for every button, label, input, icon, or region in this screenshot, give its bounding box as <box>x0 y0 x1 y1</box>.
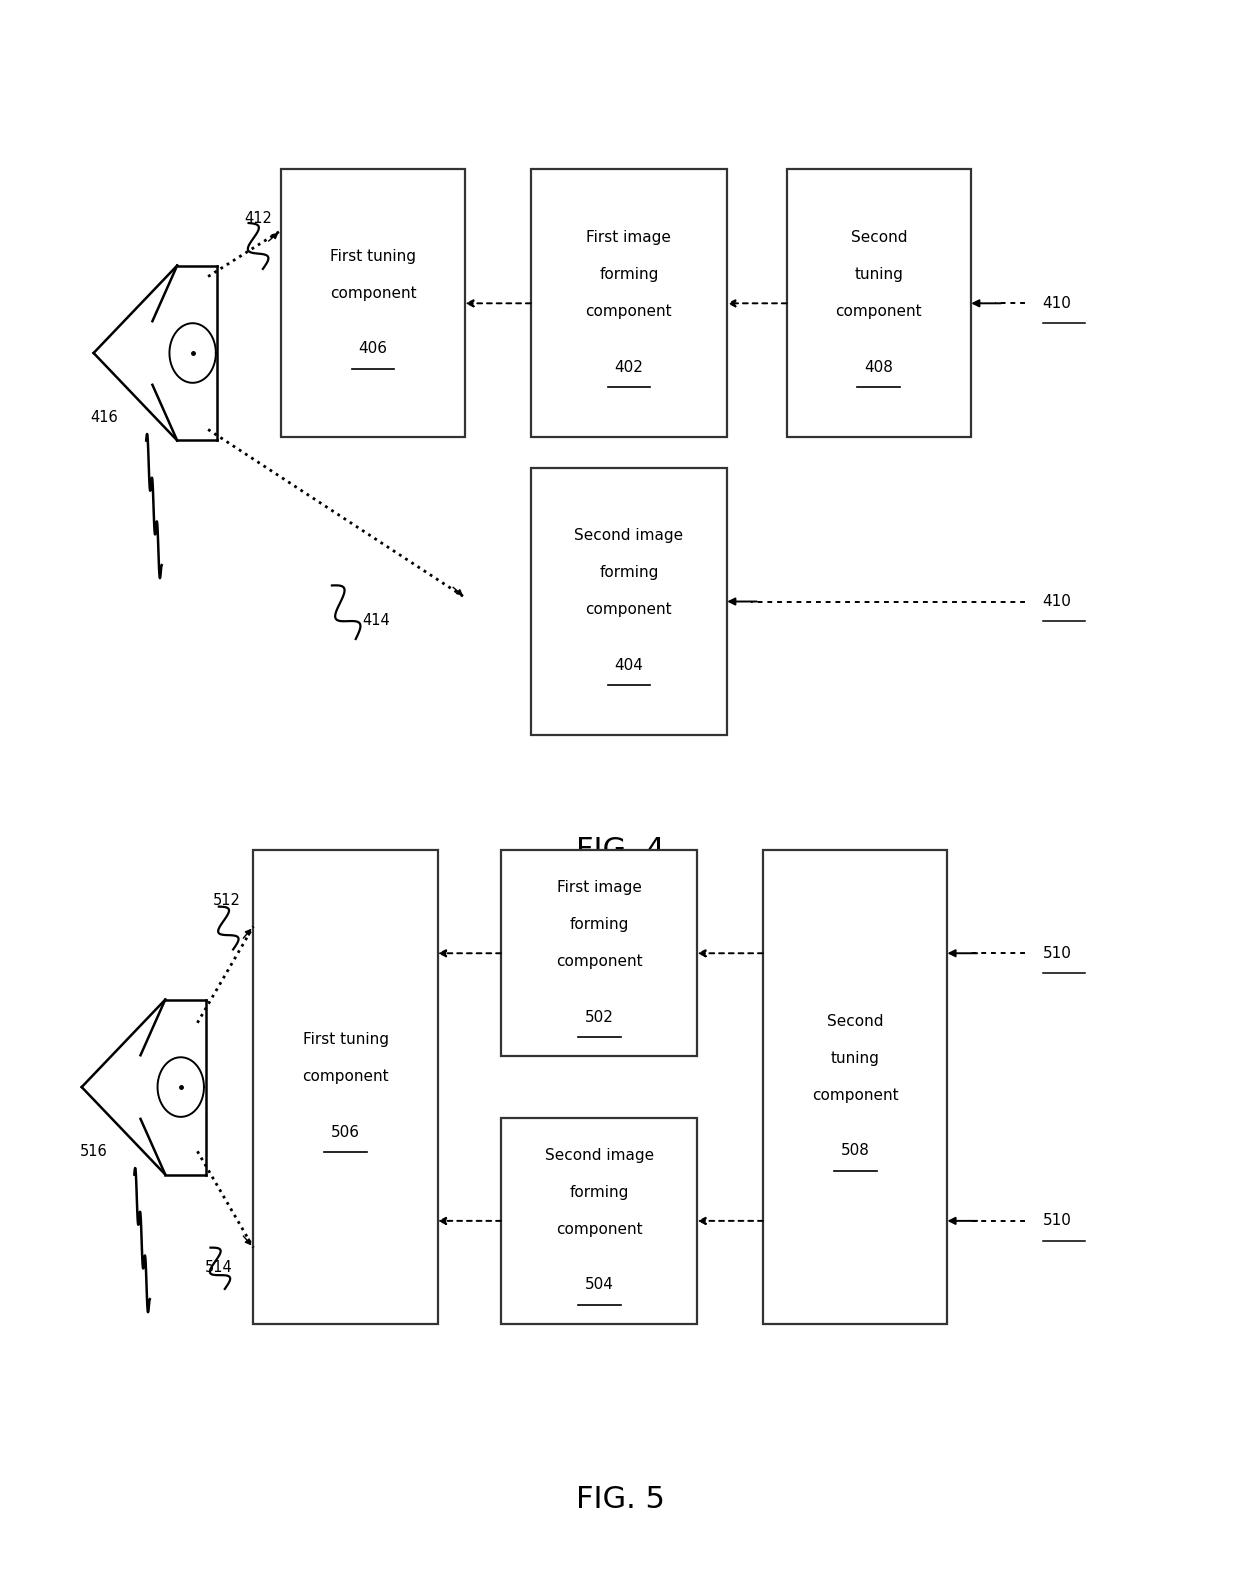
Text: First tuning: First tuning <box>330 249 415 264</box>
FancyBboxPatch shape <box>763 851 947 1324</box>
Text: 504: 504 <box>585 1278 614 1292</box>
Text: forming: forming <box>569 918 629 932</box>
Text: tuning: tuning <box>831 1051 879 1066</box>
Text: Second image: Second image <box>544 1149 653 1163</box>
Text: FIG. 5: FIG. 5 <box>575 1485 665 1515</box>
Text: 506: 506 <box>331 1125 360 1141</box>
Text: 508: 508 <box>841 1144 869 1158</box>
Text: component: component <box>330 285 417 301</box>
Text: 402: 402 <box>615 360 644 374</box>
Text: 502: 502 <box>585 1010 614 1024</box>
Text: Second: Second <box>827 1015 883 1029</box>
Text: component: component <box>585 602 672 618</box>
FancyBboxPatch shape <box>501 1118 697 1324</box>
FancyBboxPatch shape <box>501 851 697 1056</box>
FancyBboxPatch shape <box>786 169 971 436</box>
Text: First image: First image <box>587 231 671 245</box>
Text: component: component <box>836 304 923 319</box>
Text: 514: 514 <box>205 1260 233 1274</box>
Text: 510: 510 <box>1043 1214 1071 1228</box>
Text: Second: Second <box>851 231 908 245</box>
Text: forming: forming <box>569 1185 629 1200</box>
Text: component: component <box>812 1088 899 1102</box>
Text: 516: 516 <box>79 1144 108 1158</box>
Text: First image: First image <box>557 881 641 895</box>
Text: component: component <box>303 1069 389 1085</box>
Text: First tuning: First tuning <box>303 1032 388 1048</box>
FancyBboxPatch shape <box>531 169 727 436</box>
Text: forming: forming <box>599 268 658 282</box>
Text: 416: 416 <box>91 409 119 425</box>
Text: component: component <box>556 1222 642 1236</box>
Text: 510: 510 <box>1043 946 1071 961</box>
Text: tuning: tuning <box>854 268 904 282</box>
Text: 412: 412 <box>244 210 272 226</box>
Text: 404: 404 <box>615 658 644 672</box>
Text: forming: forming <box>599 566 658 580</box>
Text: 414: 414 <box>362 613 389 628</box>
Text: 410: 410 <box>1043 594 1071 609</box>
Text: component: component <box>585 304 672 319</box>
FancyBboxPatch shape <box>531 468 727 736</box>
Text: 406: 406 <box>358 341 387 357</box>
Text: Second image: Second image <box>574 529 683 543</box>
Text: FIG. 4: FIG. 4 <box>575 835 665 865</box>
FancyBboxPatch shape <box>280 169 465 436</box>
Text: 410: 410 <box>1043 296 1071 311</box>
Text: 408: 408 <box>864 360 893 374</box>
Text: 512: 512 <box>213 894 241 908</box>
FancyBboxPatch shape <box>253 851 438 1324</box>
Text: component: component <box>556 954 642 969</box>
